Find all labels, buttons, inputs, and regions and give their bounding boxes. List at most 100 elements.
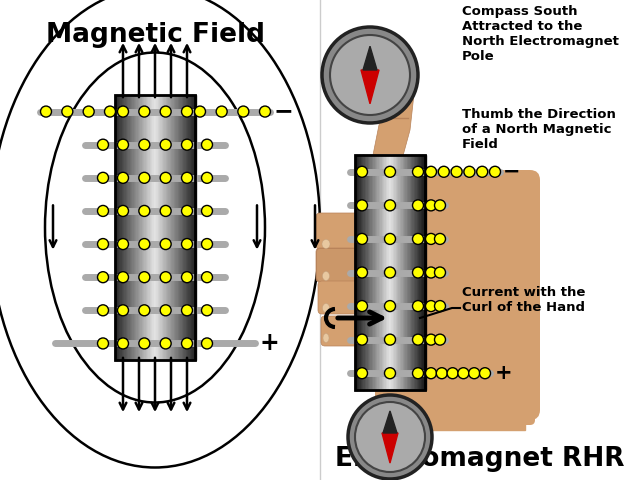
Bar bbox=[177, 95, 178, 360]
Circle shape bbox=[426, 300, 436, 312]
Circle shape bbox=[160, 205, 171, 216]
Bar bbox=[115, 95, 195, 360]
Bar bbox=[400, 155, 402, 390]
Bar bbox=[164, 95, 166, 360]
Circle shape bbox=[139, 106, 150, 117]
Bar bbox=[123, 95, 125, 360]
Circle shape bbox=[118, 205, 129, 216]
Bar bbox=[175, 95, 177, 360]
Bar bbox=[127, 95, 129, 360]
Circle shape bbox=[97, 205, 109, 216]
Circle shape bbox=[413, 368, 424, 379]
Bar bbox=[371, 155, 372, 390]
Circle shape bbox=[385, 200, 396, 211]
Circle shape bbox=[182, 338, 193, 349]
Circle shape bbox=[97, 305, 109, 316]
Circle shape bbox=[356, 267, 367, 278]
Bar bbox=[393, 155, 395, 390]
Bar bbox=[130, 95, 131, 360]
Bar bbox=[140, 95, 142, 360]
Bar bbox=[403, 155, 404, 390]
Circle shape bbox=[435, 334, 445, 345]
FancyBboxPatch shape bbox=[316, 248, 374, 282]
Bar bbox=[122, 95, 124, 360]
Bar bbox=[162, 95, 163, 360]
Bar bbox=[186, 95, 188, 360]
Ellipse shape bbox=[323, 303, 330, 312]
FancyBboxPatch shape bbox=[321, 316, 371, 346]
Bar bbox=[372, 155, 374, 390]
Bar bbox=[135, 95, 137, 360]
Circle shape bbox=[118, 305, 129, 316]
Text: Compass South
Attracted to the
North Electromagnet
Pole: Compass South Attracted to the North Ele… bbox=[462, 5, 619, 63]
Bar bbox=[364, 155, 365, 390]
Circle shape bbox=[413, 233, 424, 244]
Bar bbox=[155, 95, 157, 360]
Bar bbox=[139, 95, 141, 360]
Circle shape bbox=[413, 166, 424, 177]
Bar bbox=[184, 95, 186, 360]
Circle shape bbox=[118, 172, 129, 183]
Bar bbox=[172, 95, 174, 360]
Circle shape bbox=[426, 166, 436, 177]
Bar bbox=[374, 155, 376, 390]
Text: −: − bbox=[503, 162, 520, 182]
Bar bbox=[381, 155, 383, 390]
Circle shape bbox=[202, 305, 212, 316]
Bar bbox=[166, 95, 168, 360]
Circle shape bbox=[356, 200, 367, 211]
FancyBboxPatch shape bbox=[317, 249, 373, 281]
Circle shape bbox=[202, 172, 212, 183]
Bar bbox=[412, 155, 414, 390]
Circle shape bbox=[435, 233, 445, 244]
Circle shape bbox=[355, 402, 425, 472]
Circle shape bbox=[62, 106, 73, 117]
Circle shape bbox=[438, 166, 449, 177]
Circle shape bbox=[40, 106, 51, 117]
Bar bbox=[131, 95, 133, 360]
Bar bbox=[170, 95, 172, 360]
Bar bbox=[116, 95, 118, 360]
Circle shape bbox=[160, 272, 171, 283]
Bar bbox=[132, 95, 134, 360]
Bar bbox=[362, 155, 364, 390]
Circle shape bbox=[160, 338, 171, 349]
Circle shape bbox=[182, 172, 193, 183]
FancyBboxPatch shape bbox=[316, 213, 379, 249]
Circle shape bbox=[490, 166, 500, 177]
Bar bbox=[194, 95, 195, 360]
Bar bbox=[415, 155, 417, 390]
Bar bbox=[422, 155, 424, 390]
Bar bbox=[421, 155, 422, 390]
Text: Magnetic Field: Magnetic Field bbox=[45, 22, 264, 48]
Circle shape bbox=[447, 368, 458, 379]
Circle shape bbox=[413, 200, 424, 211]
Ellipse shape bbox=[323, 334, 329, 343]
Bar bbox=[365, 155, 367, 390]
Bar bbox=[387, 155, 389, 390]
Circle shape bbox=[413, 267, 424, 278]
Bar bbox=[182, 95, 184, 360]
Circle shape bbox=[182, 305, 193, 316]
Circle shape bbox=[139, 305, 150, 316]
Circle shape bbox=[160, 139, 171, 150]
Circle shape bbox=[356, 166, 367, 177]
Bar bbox=[407, 155, 409, 390]
Circle shape bbox=[118, 239, 129, 250]
Circle shape bbox=[477, 166, 488, 177]
Circle shape bbox=[322, 27, 418, 123]
Circle shape bbox=[202, 239, 212, 250]
Circle shape bbox=[216, 106, 227, 117]
Bar bbox=[360, 155, 362, 390]
Circle shape bbox=[97, 272, 109, 283]
Bar bbox=[376, 155, 378, 390]
Bar bbox=[390, 155, 392, 390]
Bar bbox=[148, 95, 150, 360]
Circle shape bbox=[118, 272, 129, 283]
Text: +: + bbox=[259, 331, 279, 355]
Bar bbox=[418, 155, 420, 390]
Bar bbox=[125, 95, 127, 360]
Circle shape bbox=[97, 139, 109, 150]
Circle shape bbox=[385, 233, 396, 244]
Bar bbox=[379, 155, 381, 390]
